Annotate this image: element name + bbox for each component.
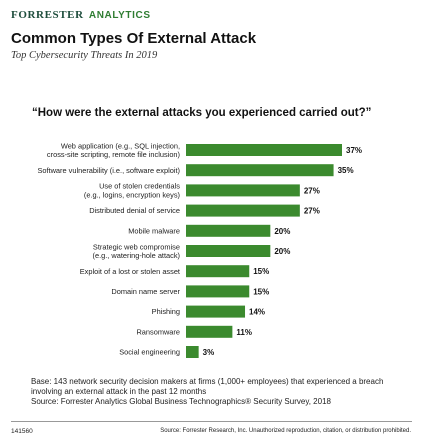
page-subtitle: Top Cybersecurity Threats In 2019	[11, 50, 158, 61]
bar	[186, 346, 199, 358]
report-id: 141560	[11, 428, 33, 435]
bar	[186, 224, 271, 237]
category-label: Exploit of a lost or stolen asset	[80, 267, 180, 276]
category-label: (e.g., logins, encryption keys)	[84, 190, 180, 199]
bar-value-label: 35%	[338, 166, 354, 175]
category-label: Social engineering	[119, 348, 180, 357]
brand-subname: ANALYTICS	[88, 10, 151, 21]
bar-value-label: 20%	[274, 247, 290, 256]
bar	[186, 265, 250, 278]
page-title: Common Types Of External Attack	[11, 30, 257, 47]
source-text: Source: Forrester Analytics Global Busin…	[31, 397, 331, 406]
base-note: Base: 143 network security decision make…	[31, 377, 401, 407]
category-label: Web application (e.g., SQL injection,	[61, 141, 180, 150]
brand-name: Forrester	[11, 9, 84, 21]
bar	[186, 144, 342, 156]
bar-value-label: 14%	[249, 308, 265, 317]
bar	[186, 305, 246, 318]
category-label: (e.g., watering-hole attack)	[93, 251, 181, 260]
category-label: Distributed denial of service	[89, 206, 180, 215]
category-label: Mobile malware	[128, 226, 180, 235]
survey-question: “How were the external attacks you exper…	[32, 107, 372, 119]
footer-source: Source: Forrester Research, Inc. Unautho…	[160, 428, 411, 434]
base-text: Base: 143 network security decision make…	[31, 377, 384, 396]
bar-value-label: 11%	[236, 328, 252, 337]
bar-value-label: 3%	[203, 348, 215, 357]
category-label: cross-site scripting, remote file inclus…	[47, 150, 180, 159]
bar	[186, 325, 233, 338]
bar-value-label: 20%	[274, 227, 290, 236]
footer-divider	[11, 421, 412, 422]
bar-value-label: 37%	[346, 146, 362, 155]
bar	[186, 285, 250, 298]
bar-value-label: 15%	[253, 287, 269, 296]
forrester-logo: Forrester ANALYTICS	[11, 9, 151, 21]
bar-value-label: 15%	[253, 267, 269, 276]
bar	[186, 164, 334, 177]
bar	[186, 184, 300, 197]
bar-value-label: 27%	[304, 207, 320, 216]
bar	[186, 204, 300, 217]
category-label: Ransomware	[136, 327, 180, 336]
category-label: Domain name server	[111, 287, 180, 296]
category-label: Strategic web compromise	[93, 242, 180, 251]
category-label: Software vulnerability (i.e., software e…	[37, 166, 180, 175]
bar-value-label: 27%	[304, 186, 320, 195]
category-label: Phishing	[152, 307, 180, 316]
bar	[186, 245, 271, 257]
category-label: Use of stolen credentials	[99, 182, 180, 191]
